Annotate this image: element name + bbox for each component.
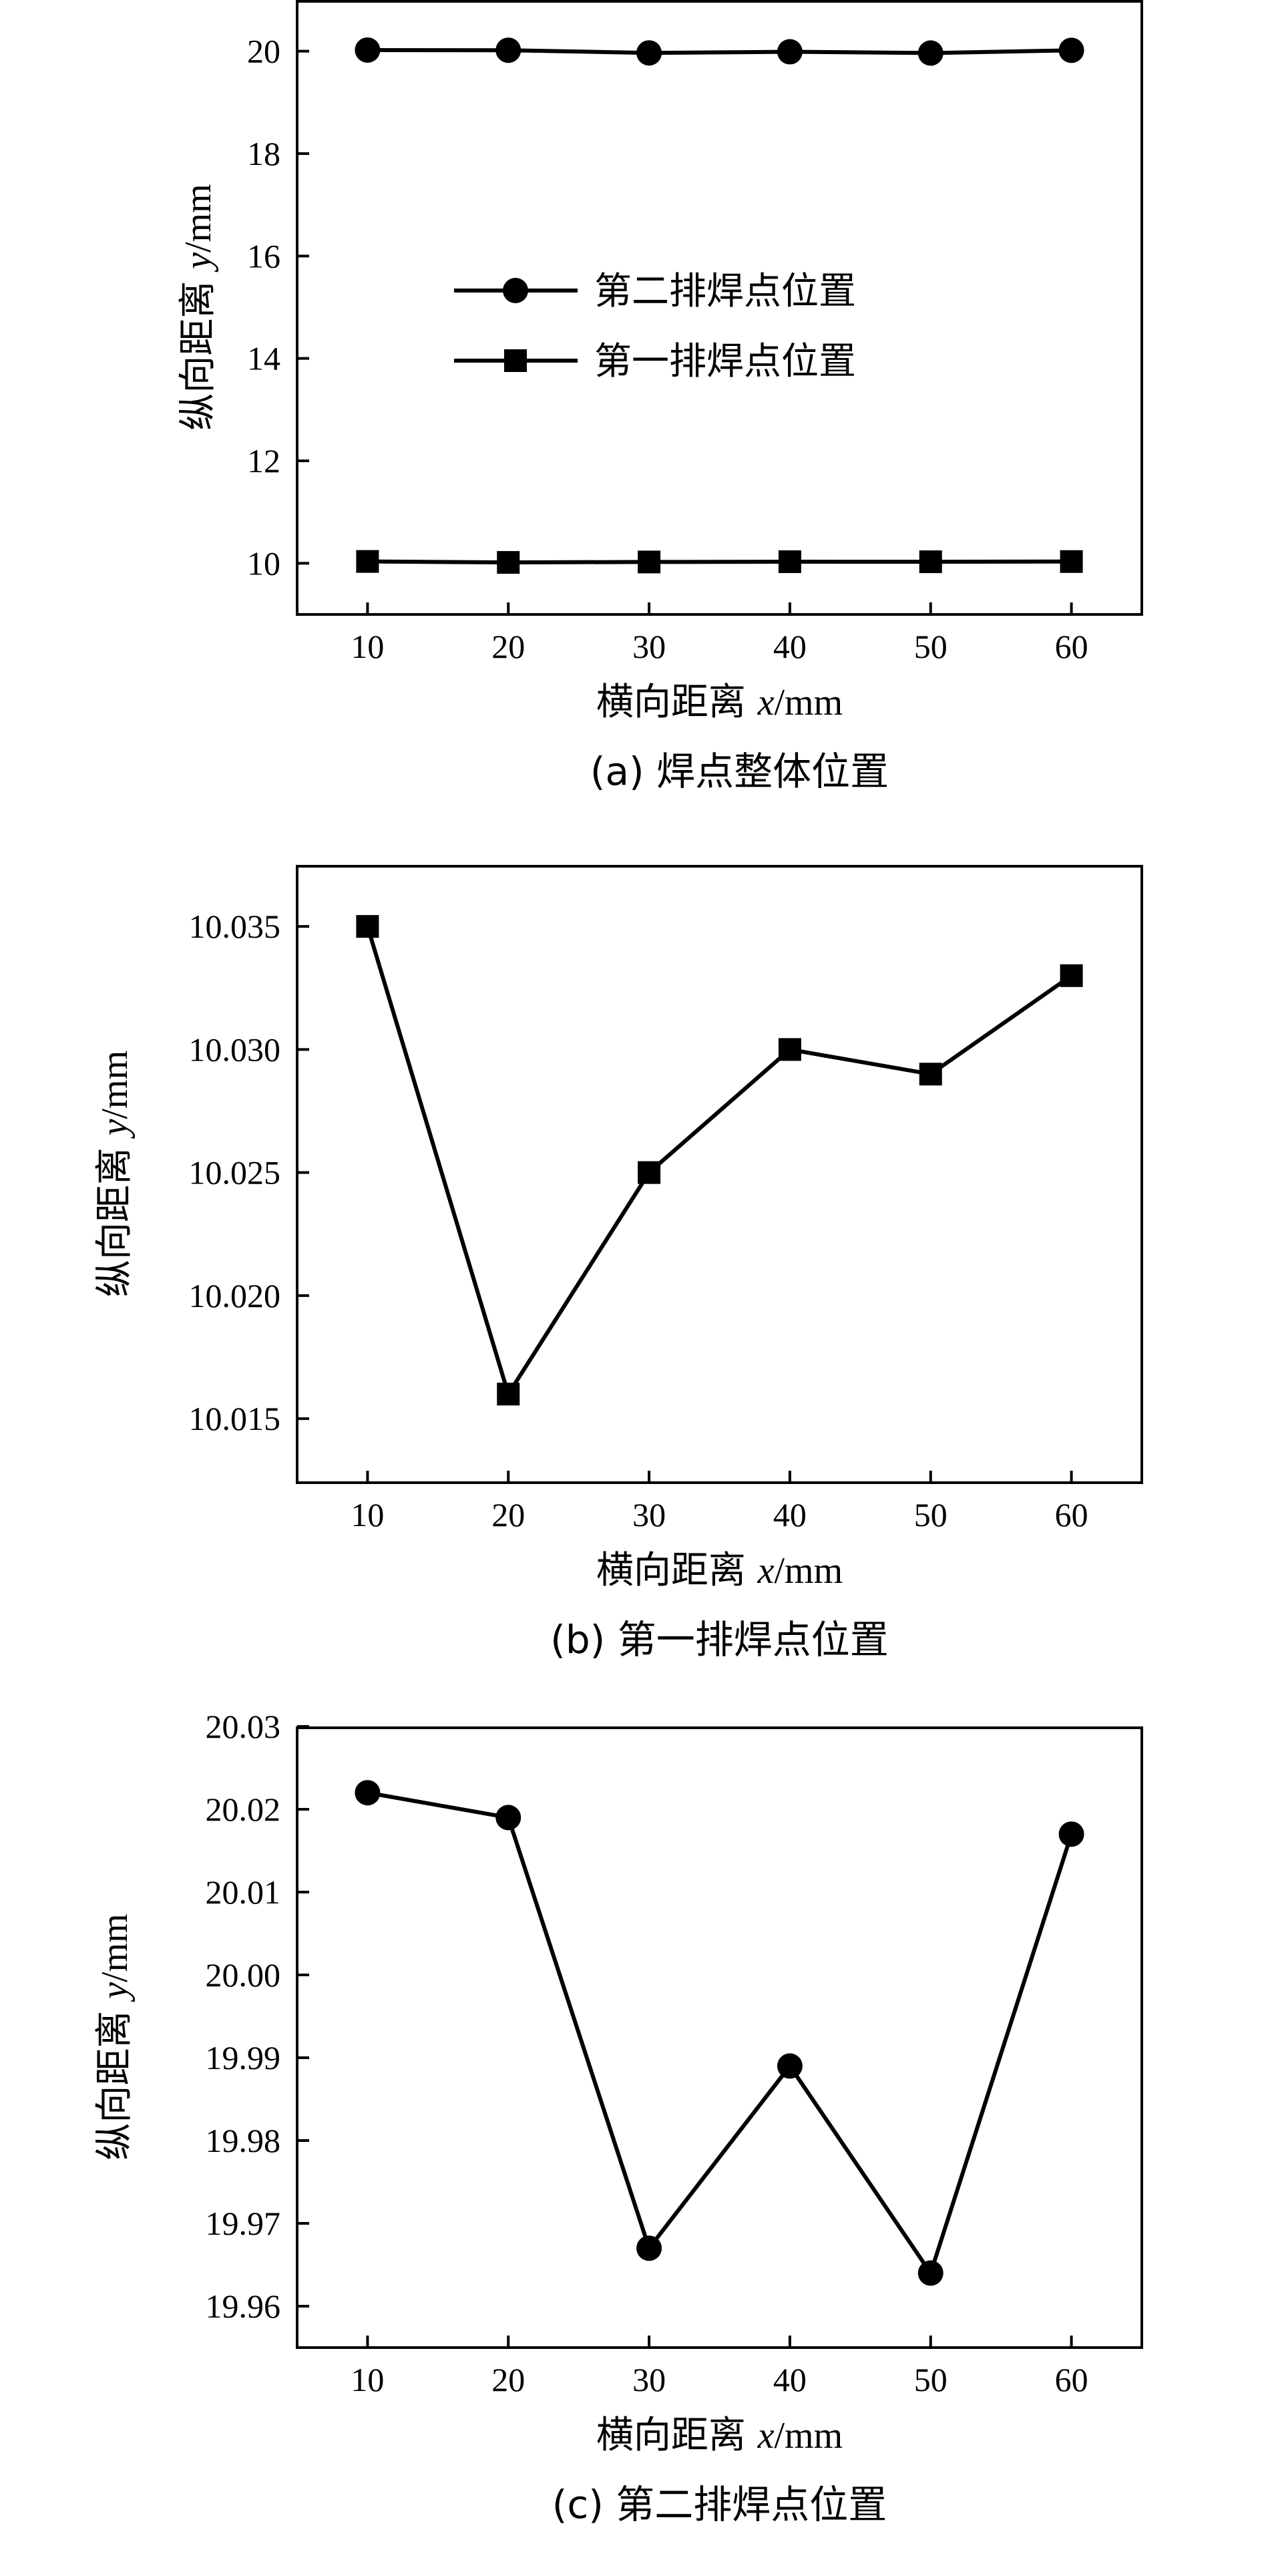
panel-caption: (a) 焊点整体位置 — [590, 749, 889, 794]
x-tick-label: 30 — [632, 1496, 666, 1533]
legend-marker-square — [504, 349, 527, 372]
data-point-circle — [495, 37, 521, 63]
x-tick-label: 10 — [351, 628, 384, 665]
y-axis-label: 纵向距离 y/mm — [93, 1051, 136, 1297]
series-line — [367, 1791, 1074, 2278]
y-tick-label: 10.015 — [189, 1400, 281, 1437]
y-tick-label: 10.035 — [189, 908, 281, 945]
y-tick-label: 12 — [247, 442, 280, 480]
data-point-circle — [777, 2053, 803, 2079]
panel-caption: (c) 第二排焊点位置 — [552, 2482, 887, 2527]
plot-frame — [296, 0, 1143, 616]
data-point-square — [1060, 964, 1083, 987]
data-point-square — [919, 550, 942, 574]
y-tick-label: 20.03 — [206, 1708, 281, 1745]
data-point-square — [356, 915, 379, 938]
data-point-circle — [355, 1780, 381, 1806]
y-tick-label: 19.99 — [206, 2039, 281, 2076]
data-point-circle — [1058, 37, 1084, 63]
x-tick-label: 10 — [351, 2361, 384, 2398]
y-tick-label: 10.025 — [189, 1154, 281, 1191]
panel-caption: (b) 第一排焊点位置 — [550, 1617, 889, 1662]
y-tick-label: 19.97 — [206, 2205, 281, 2242]
x-tick-label: 40 — [773, 2361, 807, 2398]
data-point-circle — [777, 39, 803, 65]
x-axis-label: 横向距离 x/mm — [596, 681, 843, 724]
x-tick-label: 50 — [914, 628, 948, 665]
data-point-square — [356, 550, 379, 573]
plot-frame — [296, 1726, 1143, 2349]
data-point-square — [919, 1063, 942, 1086]
data-point-square — [778, 550, 801, 574]
y-tick-label: 19.96 — [206, 2287, 281, 2325]
y-tick-label: 10.020 — [189, 1277, 281, 1314]
y-tick-label: 10 — [247, 544, 280, 582]
y-axis-label: 纵向距离 y/mm — [93, 1913, 136, 2160]
legend-label: 第二排焊点位置 — [594, 270, 856, 313]
series-line — [365, 926, 1073, 1399]
chart-panel-3: 10 20 30 40 50 60 19.96 19.97 19.98 19.99 20.00 20.… — [93, 1708, 1143, 2527]
y-tick-label: 10.030 — [189, 1031, 281, 1068]
x-tick-label: 30 — [632, 2361, 666, 2398]
x-tick-label: 40 — [773, 1496, 807, 1533]
y-tick-label: 16 — [247, 237, 280, 274]
y-axis-label: 纵向距离 y/mm — [176, 184, 220, 430]
data-point-circle — [495, 1805, 521, 1831]
x-tick-label: 20 — [491, 628, 525, 665]
series-line — [367, 47, 1072, 55]
y-tick-label: 20.01 — [206, 1873, 281, 1911]
data-point-circle — [355, 37, 381, 63]
data-point-square — [1060, 550, 1083, 573]
data-point-circle — [636, 2235, 662, 2261]
y-tick-label: 19.98 — [206, 2122, 281, 2159]
x-tick-label: 60 — [1055, 1496, 1088, 1533]
x-tick-label: 10 — [351, 1496, 384, 1533]
x-tick-label: 60 — [1055, 628, 1088, 665]
x-tick-label: 30 — [632, 628, 666, 665]
chart-panel-2: 10 20 30 40 50 60 10.015 10.020 10.025 10.030 10.0… — [93, 865, 1143, 1662]
x-tick-label: 20 — [491, 2361, 525, 2398]
y-tick-label: 18 — [247, 135, 280, 172]
y-tick-label: 20.00 — [206, 1956, 281, 1994]
data-point-square — [497, 1383, 520, 1406]
y-tick-label: 20.02 — [206, 1791, 281, 1828]
data-point-circle — [917, 2260, 943, 2286]
data-point-circle — [636, 40, 662, 66]
y-tick-label: 14 — [247, 340, 280, 377]
legend-marker-circle — [503, 278, 528, 303]
plot-frame — [296, 865, 1143, 1484]
x-axis-label: 横向距离 x/mm — [596, 1549, 843, 1592]
data-point-square — [497, 551, 520, 574]
x-tick-label: 40 — [773, 628, 807, 665]
data-point-circle — [917, 40, 943, 66]
x-tick-label: 50 — [914, 1496, 948, 1533]
legend-label: 第一排焊点位置 — [594, 340, 856, 383]
x-tick-label: 60 — [1055, 2361, 1088, 2398]
data-point-circle — [1058, 1821, 1084, 1847]
y-tick-label: 20 — [247, 33, 280, 70]
x-axis-label: 横向距离 x/mm — [596, 2414, 843, 2457]
data-point-square — [778, 1038, 801, 1061]
data-point-square — [638, 1161, 661, 1184]
x-tick-label: 20 — [491, 1496, 525, 1533]
data-point-square — [638, 550, 661, 574]
chart-panel-1: 10 20 30 40 50 60 10 12 14 16 18 20 横向距离 x/mm 纵向距离 y/… — [176, 0, 1143, 794]
x-tick-label: 50 — [914, 2361, 948, 2398]
